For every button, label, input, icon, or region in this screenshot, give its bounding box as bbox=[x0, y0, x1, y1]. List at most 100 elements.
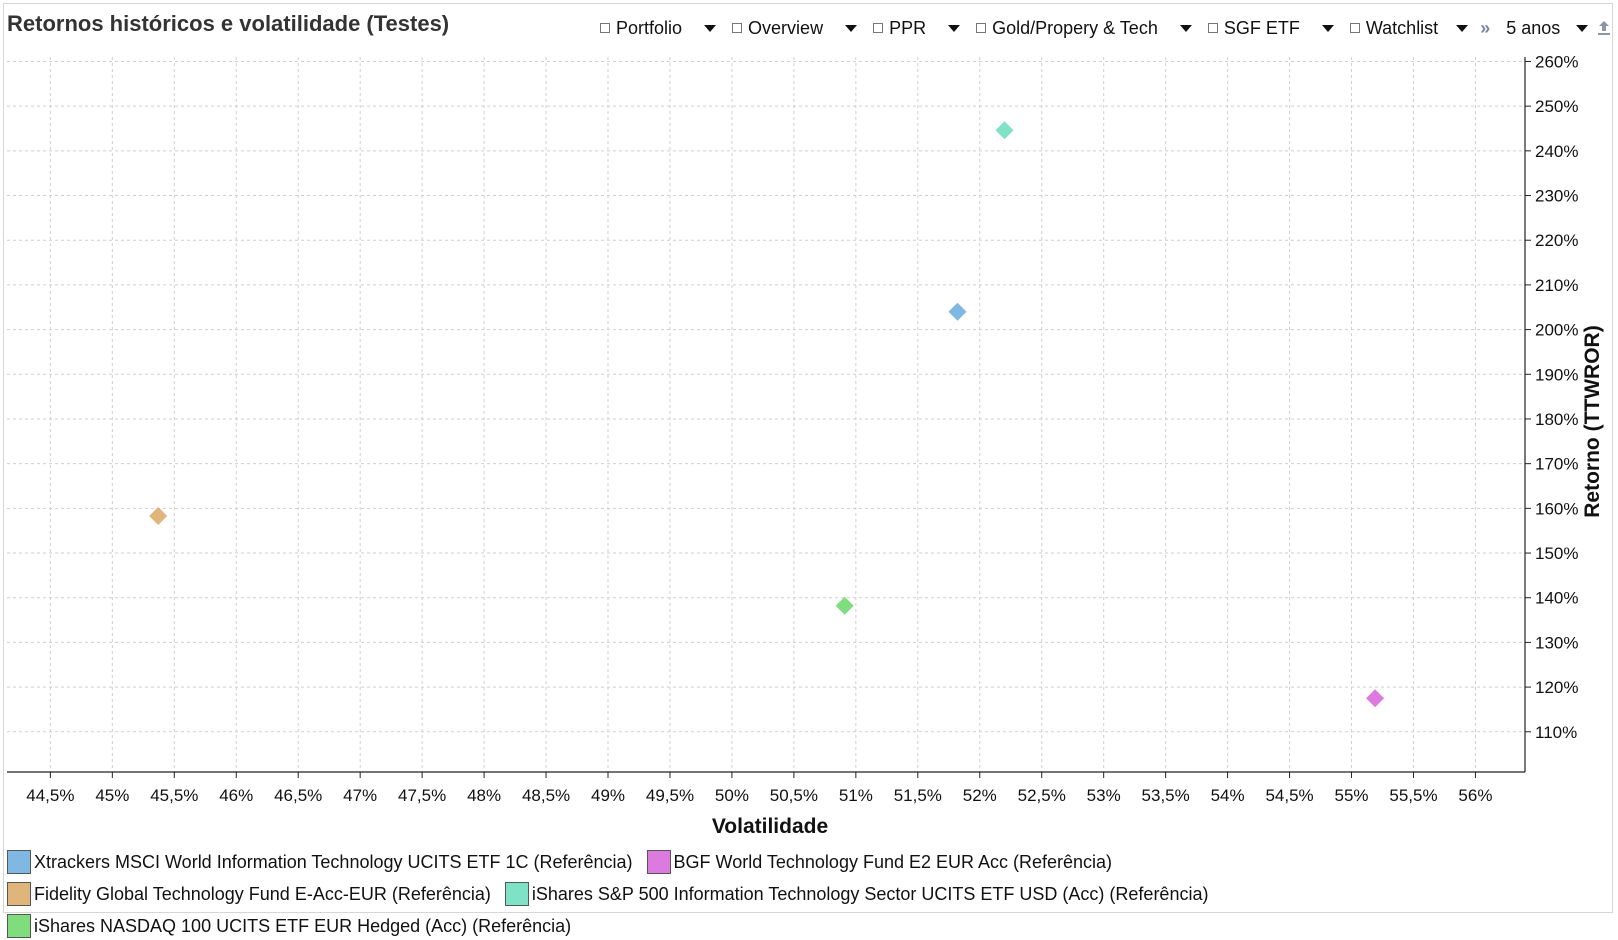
x-tick-label: 53% bbox=[1087, 786, 1121, 805]
x-tick-label: 46% bbox=[219, 786, 253, 805]
x-tick-label: 52% bbox=[963, 786, 997, 805]
axes bbox=[7, 57, 1526, 773]
x-tick-label: 47,5% bbox=[398, 786, 446, 805]
legend-item[interactable]: Fidelity Global Technology Fund E-Acc-EU… bbox=[7, 880, 491, 908]
legend-item[interactable]: iShares NASDAQ 100 UCITS ETF EUR Hedged … bbox=[7, 912, 571, 940]
scatter-chart: 44,5% 45% 45,5% 46% 46,5% 47% 47,5% 48% 48,5% 49%… bbox=[7, 52, 1604, 838]
tab-label: Overview bbox=[748, 17, 824, 38]
x-tick-label: 48% bbox=[467, 786, 501, 805]
legend-label: Fidelity Global Technology Fund E-Acc-EU… bbox=[34, 883, 491, 904]
tab-label: Portfolio bbox=[616, 17, 683, 38]
x-tick-label: 47% bbox=[343, 786, 377, 805]
period-dropdown[interactable]: 5 anos bbox=[1506, 17, 1589, 39]
data-point[interactable] bbox=[948, 302, 967, 321]
checkbox-icon[interactable] bbox=[1207, 23, 1218, 33]
y-tick-label: 180% bbox=[1535, 410, 1578, 429]
x-axis-ticks: 44,5% 45% 45,5% 46% 46,5% 47% 47,5% 48% 48,5% 49%… bbox=[26, 772, 1492, 805]
x-tick-label: 52,5% bbox=[1018, 786, 1066, 805]
chevron-down-icon[interactable] bbox=[704, 24, 717, 32]
y-tick-label: 110% bbox=[1535, 723, 1577, 742]
checkbox-icon[interactable] bbox=[976, 23, 987, 33]
tab-sgf-etf[interactable]: SGF ETF bbox=[1207, 17, 1334, 39]
checkbox-icon[interactable] bbox=[873, 23, 884, 33]
y-tick-label: 210% bbox=[1535, 276, 1578, 295]
legend-label: Xtrackers MSCI World Information Technol… bbox=[34, 851, 633, 872]
x-tick-label: 55,5% bbox=[1389, 786, 1437, 805]
tab-ppr[interactable]: PPR bbox=[873, 17, 961, 39]
legend-item[interactable]: BGF World Technology Fund E2 EUR Acc (Re… bbox=[646, 848, 1113, 876]
x-tick-label: 49,5% bbox=[646, 786, 694, 805]
y-tick-label: 140% bbox=[1535, 589, 1578, 608]
x-tick-label: 55% bbox=[1334, 786, 1368, 805]
x-tick-label: 46,5% bbox=[274, 786, 322, 805]
chevron-down-icon[interactable] bbox=[1456, 24, 1469, 32]
y-tick-label: 230% bbox=[1535, 187, 1578, 206]
y-tick-label: 150% bbox=[1535, 544, 1578, 563]
toolbar: Portfolio Overview PPR Gold/Propery & Te… bbox=[600, 14, 1618, 42]
grid bbox=[7, 57, 1525, 772]
checkbox-icon[interactable] bbox=[1349, 23, 1360, 33]
x-tick-label: 45,5% bbox=[150, 786, 198, 805]
y-tick-label: 190% bbox=[1535, 365, 1578, 384]
x-tick-label: 51,5% bbox=[894, 786, 942, 805]
x-tick-label: 54% bbox=[1211, 786, 1245, 805]
x-tick-label: 45% bbox=[95, 786, 129, 805]
tab-gold-property-tech[interactable]: Gold/Propery & Tech bbox=[976, 18, 1192, 39]
legend-swatch bbox=[646, 850, 671, 874]
y-tick-label: 250% bbox=[1535, 97, 1578, 116]
chevron-down-icon[interactable] bbox=[1179, 24, 1192, 32]
legend: Xtrackers MSCI World Information Technol… bbox=[7, 848, 1607, 940]
y-tick-label: 220% bbox=[1535, 231, 1578, 250]
data-point[interactable] bbox=[1366, 689, 1385, 708]
chevron-down-icon[interactable] bbox=[1576, 24, 1589, 32]
legend-label: iShares S&P 500 Information Technology S… bbox=[531, 883, 1209, 904]
data-points bbox=[149, 121, 1385, 708]
tab-label: SGF ETF bbox=[1223, 17, 1300, 38]
period-label: 5 anos bbox=[1506, 17, 1561, 38]
data-point[interactable] bbox=[995, 121, 1014, 140]
y-tick-label: 120% bbox=[1535, 678, 1578, 697]
x-tick-label: 54,5% bbox=[1265, 786, 1313, 805]
y-axis-ticks: 110% 120% 130% 140% 150% 160% 170% 180% 190% 200%… bbox=[1525, 52, 1578, 742]
data-point[interactable] bbox=[149, 506, 168, 525]
y-tick-label: 240% bbox=[1535, 142, 1578, 161]
legend-swatch bbox=[7, 882, 31, 906]
legend-item[interactable]: Xtrackers MSCI World Information Technol… bbox=[7, 848, 633, 876]
tab-label: Watchlist bbox=[1365, 17, 1439, 38]
tab-label: PPR bbox=[889, 17, 927, 38]
y-tick-label: 260% bbox=[1535, 52, 1578, 71]
tab-overview[interactable]: Overview bbox=[732, 17, 858, 39]
y-axis-title: Retorno (TTWROR) bbox=[1581, 325, 1604, 517]
x-tick-label: 51% bbox=[839, 786, 873, 805]
x-tick-label: 49% bbox=[591, 786, 625, 805]
checkbox-icon[interactable] bbox=[600, 23, 610, 33]
tab-label: Gold/Propery & Tech bbox=[992, 17, 1158, 38]
x-tick-label: 50,5% bbox=[770, 786, 818, 805]
y-tick-label: 170% bbox=[1535, 455, 1578, 474]
x-axis-title: Volatilidade bbox=[712, 815, 828, 838]
legend-swatch bbox=[7, 850, 31, 874]
legend-swatch bbox=[504, 882, 529, 906]
checkbox-icon[interactable] bbox=[732, 23, 743, 33]
x-tick-label: 50% bbox=[715, 786, 749, 805]
x-tick-label: 48,5% bbox=[522, 786, 570, 805]
y-tick-label: 200% bbox=[1535, 321, 1578, 340]
legend-label: iShares NASDAQ 100 UCITS ETF EUR Hedged … bbox=[34, 915, 572, 936]
page-title: Retornos históricos e volatilidade (Test… bbox=[7, 11, 450, 36]
chevron-down-icon[interactable] bbox=[948, 24, 961, 32]
x-tick-label: 44,5% bbox=[26, 786, 74, 805]
chart-frame bbox=[3, 3, 1613, 913]
x-tick-label: 56% bbox=[1458, 786, 1492, 805]
tab-watchlist[interactable]: Watchlist bbox=[1349, 17, 1469, 39]
chevron-down-icon[interactable] bbox=[845, 24, 858, 32]
legend-label: BGF World Technology Fund E2 EUR Acc (Re… bbox=[673, 851, 1113, 872]
x-tick-label: 53,5% bbox=[1142, 786, 1190, 805]
legend-item[interactable]: iShares S&P 500 Information Technology S… bbox=[504, 880, 1209, 908]
y-tick-label: 160% bbox=[1535, 499, 1578, 518]
export-icon[interactable] bbox=[1594, 18, 1614, 38]
data-point[interactable] bbox=[835, 596, 854, 615]
chevron-down-icon[interactable] bbox=[1321, 24, 1334, 32]
tab-portfolio[interactable]: Portfolio bbox=[600, 17, 717, 39]
more-tabs-icon[interactable]: » bbox=[1480, 17, 1491, 38]
y-tick-label: 130% bbox=[1535, 633, 1578, 652]
